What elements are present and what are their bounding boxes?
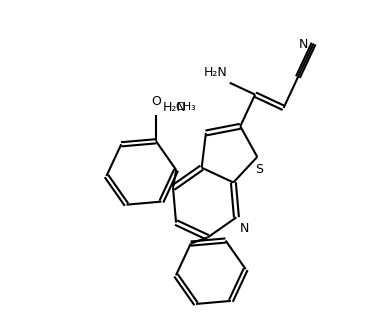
Text: N: N [299,38,308,51]
Text: H₂N: H₂N [204,66,228,79]
Text: CH₃: CH₃ [176,102,196,112]
Text: O: O [151,95,161,108]
Text: S: S [255,163,263,176]
Text: N: N [240,222,250,235]
Text: H₂N: H₂N [163,101,186,114]
